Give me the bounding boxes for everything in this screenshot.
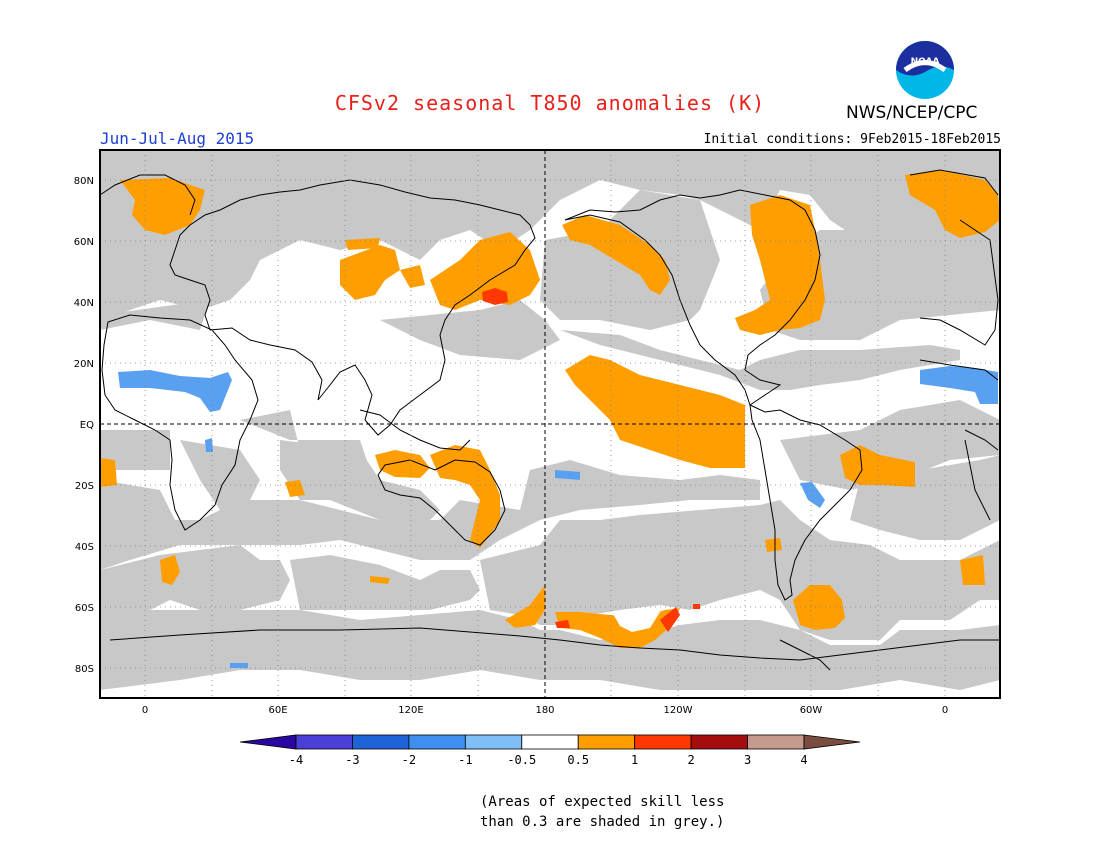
lat-label: 80N: [74, 176, 94, 187]
colorbar-right-arrow: [803, 734, 861, 750]
colorbar-tick-label: -4: [289, 753, 303, 767]
lat-label: 60N: [74, 237, 94, 248]
colorbar-swatch: [521, 734, 579, 750]
colorbar-swatch: [295, 734, 353, 750]
lon-label: 120W: [664, 705, 693, 716]
footnote: (Areas of expected skill less than 0.3 a…: [480, 792, 724, 832]
colorbar-tick-label: -0.5: [507, 753, 536, 767]
colorbar-swatch: [634, 734, 692, 750]
latitude-labels: 80N 60N 40N 20N EQ 20S 40S 60S 80S: [74, 176, 94, 675]
colorbar-swatch: [352, 734, 410, 750]
colorbar: -4 -3 -2 -1 -0.5 0.5 1 2 3 4: [239, 734, 861, 767]
colorbar-swatch: [747, 734, 805, 750]
colorbar-tick-label: 4: [800, 753, 807, 767]
logo-text: NOAA: [911, 57, 940, 67]
lat-label: 40S: [75, 542, 94, 553]
lat-label: 40N: [74, 298, 94, 309]
season-label: Jun-Jul-Aug 2015: [100, 129, 255, 148]
footnote-line-1: (Areas of expected skill less: [480, 794, 725, 810]
colorbar-tick-label: -1: [458, 753, 472, 767]
lat-label: 20S: [75, 481, 94, 492]
lon-label: 0: [942, 705, 948, 716]
lat-label: 80S: [75, 664, 94, 675]
lon-label: 120E: [398, 705, 423, 716]
colorbar-tick-label: 1: [631, 753, 638, 767]
lon-label: 180: [535, 705, 554, 716]
colorbar-swatch: [690, 734, 748, 750]
lat-label: 20N: [74, 359, 94, 370]
coastlines: [99, 169, 1000, 671]
colorbar-tick-label: -3: [345, 753, 359, 767]
colorbar-swatch: [408, 734, 466, 750]
colorbar-left-arrow: [239, 734, 297, 750]
footnote-line-2: than 0.3 are shaded in grey.): [480, 814, 725, 830]
graticule: [100, 150, 1000, 698]
lon-label: 60W: [800, 705, 823, 716]
warm-anomaly-regions: [100, 170, 1000, 648]
lon-label: 0: [142, 705, 148, 716]
initial-conditions-label: Initial conditions: 9Feb2015-18Feb2015: [703, 132, 1001, 147]
colorbar-swatch: [577, 734, 636, 750]
agency-label: NWS/NCEP/CPC: [846, 103, 978, 123]
colorbar-tick-label: 0.5: [567, 753, 589, 767]
cool-anomaly-regions: [118, 366, 998, 668]
colorbar-tick-label: 3: [744, 753, 751, 767]
noaa-logo-icon: NOAA: [896, 41, 954, 99]
lat-label: EQ: [80, 420, 94, 431]
strong-warm-anomaly-regions: [482, 288, 700, 632]
lat-label: 60S: [75, 603, 94, 614]
chart-title: CFSv2 seasonal T850 anomalies (K): [334, 91, 766, 115]
lon-label: 60E: [268, 705, 287, 716]
colorbar-tick-label: 2: [687, 753, 694, 767]
colorbar-tick-label: -2: [402, 753, 416, 767]
colorbar-swatch: [464, 734, 523, 750]
antarctic-white-patch: [612, 612, 660, 632]
map-frame: [99, 149, 1001, 699]
longitude-labels: 0 60E 120E 180 120W 60W 0: [142, 705, 948, 716]
